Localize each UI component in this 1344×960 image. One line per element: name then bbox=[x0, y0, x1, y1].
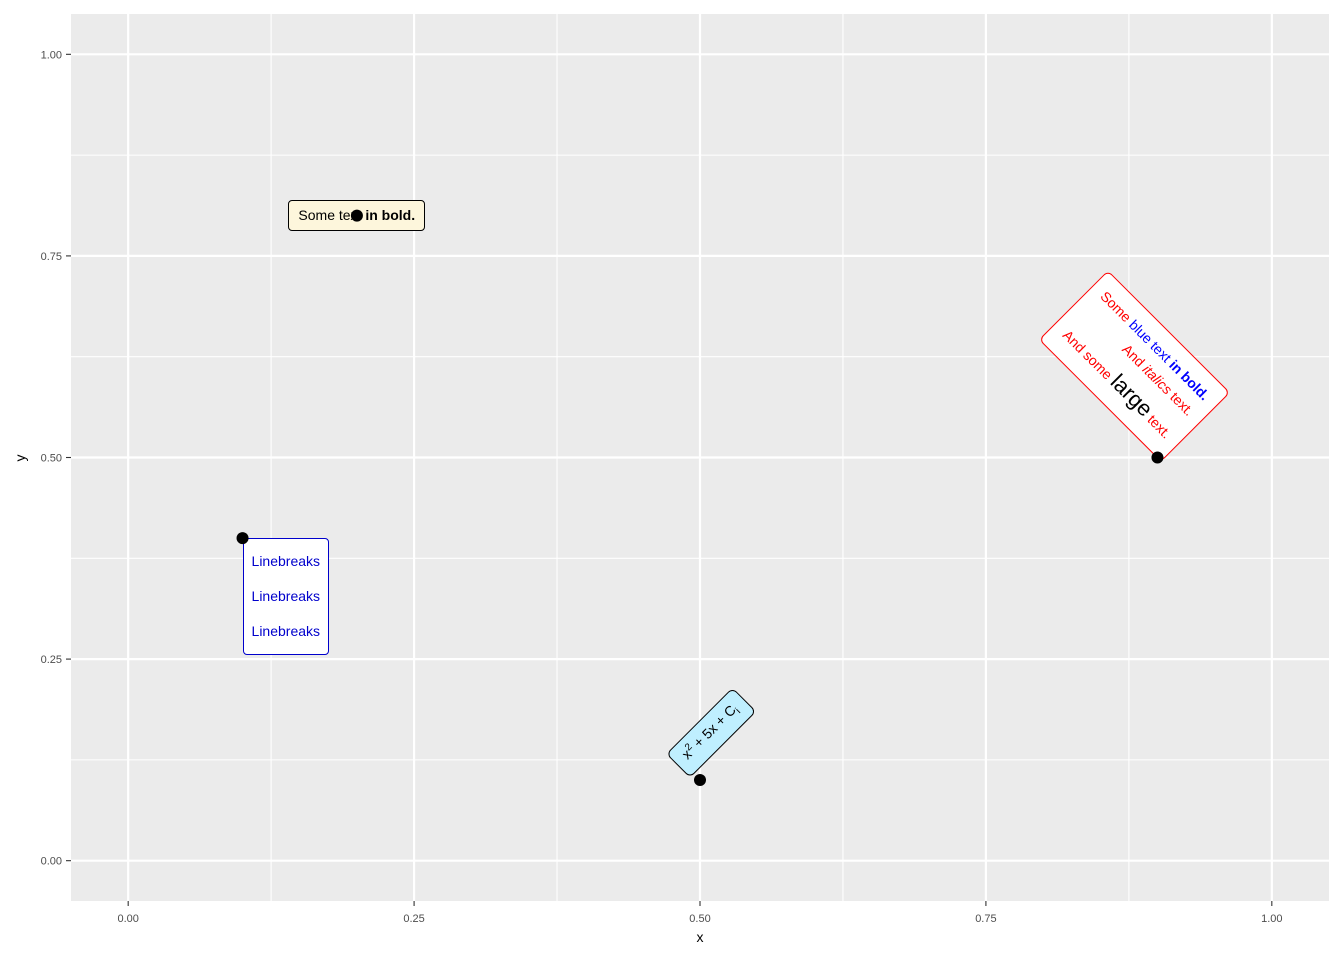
label-b-line-1: Linebreaks bbox=[251, 553, 321, 570]
label-some-text-bold: Some text in bold. bbox=[288, 199, 426, 232]
x-tick-label: 1.00 bbox=[1261, 913, 1282, 925]
y-axis-title: y bbox=[12, 455, 28, 462]
x-tick-label: 0.00 bbox=[117, 913, 138, 925]
y-tick-label: 0.25 bbox=[41, 654, 62, 666]
x-axis-ticks: 0.00 0.25 0.50 0.75 1.00 bbox=[117, 901, 1283, 925]
x-tick-label: 0.75 bbox=[975, 913, 996, 925]
x-tick-label: 0.25 bbox=[403, 913, 424, 925]
label-b-line-3: Linebreaks bbox=[251, 623, 321, 640]
y-tick-label: 0.75 bbox=[41, 251, 62, 263]
y-tick-label: 1.00 bbox=[41, 49, 62, 61]
x-axis-title: x bbox=[697, 929, 704, 945]
label-a-normal: Some text bbox=[298, 206, 366, 223]
label-d-large-text: text. bbox=[1142, 408, 1176, 441]
label-linebreaks: Linebreaks Linebreaks Linebreaks bbox=[242, 538, 330, 656]
y-tick-label: 0.50 bbox=[41, 453, 62, 465]
y-tick-label: 0.00 bbox=[41, 856, 62, 868]
label-b-line-2: Linebreaks bbox=[251, 588, 321, 605]
x-tick-label: 0.50 bbox=[689, 913, 710, 925]
label-a-bold: in bold. bbox=[365, 206, 416, 223]
y-axis-ticks: 0.00 0.25 0.50 0.75 1.00 bbox=[41, 49, 71, 868]
